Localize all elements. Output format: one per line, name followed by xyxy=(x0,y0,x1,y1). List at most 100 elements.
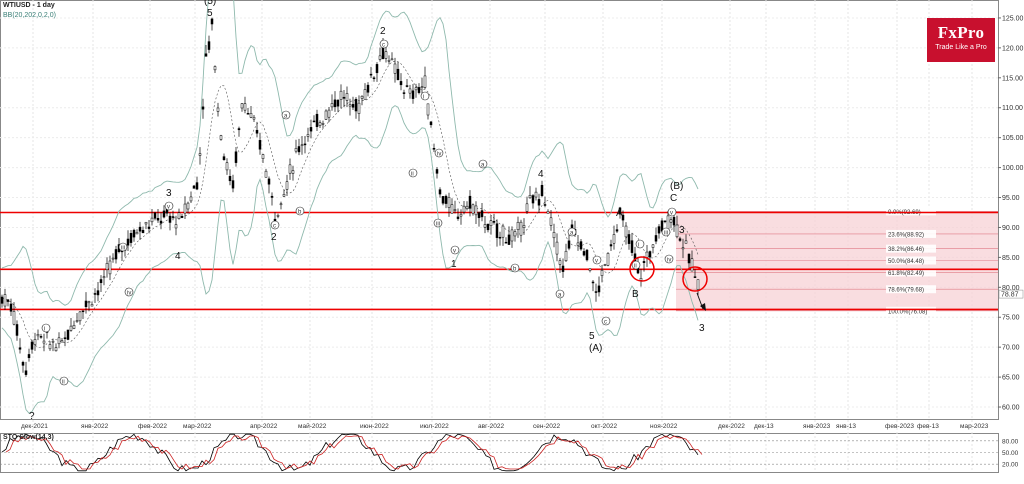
candle-body xyxy=(318,122,322,126)
candle-body xyxy=(348,104,352,107)
candle-body xyxy=(555,241,559,255)
time-tick-label: ноя-2022 xyxy=(650,423,678,430)
candle-body xyxy=(678,238,682,241)
candle-body xyxy=(630,240,634,253)
wave-label: 4 xyxy=(175,251,181,262)
fib-label-bg xyxy=(886,256,936,265)
fibonacci-zone xyxy=(676,211,998,311)
fib-label-bg xyxy=(886,229,936,238)
sub-wave-label: i xyxy=(44,326,45,332)
candle-body xyxy=(333,99,337,108)
candle-body xyxy=(177,212,181,219)
candle-body xyxy=(486,223,490,231)
candle-body xyxy=(564,250,568,262)
bollinger-lower xyxy=(1,105,699,414)
time-tick-label: май-2022 xyxy=(298,422,327,430)
wave-label: 4 xyxy=(538,169,544,180)
candle-body xyxy=(471,204,475,214)
sub-wave-circle xyxy=(124,287,134,297)
sub-wave-circle xyxy=(270,220,280,230)
candle-body xyxy=(57,337,61,345)
sub-wave-label: c xyxy=(273,223,276,229)
candle-body xyxy=(357,102,361,114)
candle-body xyxy=(12,311,16,325)
candle-body xyxy=(651,244,655,248)
time-tick-label: дек-2021 xyxy=(21,423,48,430)
candle-body xyxy=(510,229,514,242)
candle-body xyxy=(228,176,232,182)
candle-body xyxy=(396,68,400,81)
candle-body xyxy=(384,51,388,59)
sub-wave-circle xyxy=(510,263,520,273)
wave-label: (B) xyxy=(670,181,683,192)
candle-body xyxy=(321,123,325,125)
sub-wave-label: a xyxy=(284,113,288,119)
candle-body xyxy=(24,370,28,375)
candle-body xyxy=(285,181,289,190)
candle-body xyxy=(153,212,157,219)
sub-wave-label: ii xyxy=(634,263,637,269)
candle-body xyxy=(645,251,649,258)
candle-body xyxy=(93,293,97,295)
candle-body xyxy=(492,221,496,223)
candle-body xyxy=(159,220,163,224)
candle-body xyxy=(477,212,481,219)
candle-body xyxy=(627,234,631,244)
candle-body xyxy=(276,215,280,217)
candle-body xyxy=(54,347,58,352)
price-tick-label: 75.00 xyxy=(1002,315,1020,322)
candle-body xyxy=(444,195,448,204)
wave-label: ? xyxy=(29,411,35,422)
brand-logo: FxPro Trade Like a Pro xyxy=(927,18,995,62)
current-price-label: 78.87 xyxy=(1001,292,1019,299)
candle-body xyxy=(456,216,460,219)
candle-body xyxy=(372,77,376,80)
candle-body xyxy=(30,341,34,350)
price-tick-label: 125.00 xyxy=(1002,15,1024,22)
wave-label: A xyxy=(616,208,623,219)
time-tick-label: мар-2022 xyxy=(183,423,212,430)
candle-body xyxy=(363,89,367,100)
candle-body xyxy=(225,162,229,171)
candle-body xyxy=(327,109,331,118)
candle-body xyxy=(603,264,607,266)
sub-wave-label: iv xyxy=(437,151,441,157)
candle-body xyxy=(300,144,304,147)
candle-body xyxy=(252,116,256,120)
candle-body xyxy=(693,276,697,278)
candle-body xyxy=(537,199,541,206)
candle-body xyxy=(303,143,307,146)
fibonacci-label: 100.0%(76.08) xyxy=(888,309,927,315)
candle-body xyxy=(42,340,46,344)
candle-body xyxy=(135,232,139,235)
candle-body xyxy=(279,203,283,206)
sub-wave-label: iv xyxy=(127,290,131,296)
candle-body xyxy=(600,270,604,276)
candle-body xyxy=(447,197,451,208)
candle-body xyxy=(546,211,550,214)
sub-wave-circle xyxy=(434,148,444,158)
candle-body xyxy=(435,169,439,174)
price-tick-label: 120.00 xyxy=(1002,45,1024,52)
candle-body xyxy=(126,238,130,246)
candle-body xyxy=(294,148,298,152)
candle-body xyxy=(666,215,670,230)
candle-body xyxy=(465,205,469,210)
current-price-tag xyxy=(998,289,1024,299)
time-tick-label: дек-13 xyxy=(754,423,774,430)
candle-body xyxy=(402,92,406,94)
price-tick-label: 105.00 xyxy=(1002,135,1024,142)
candle-body xyxy=(270,195,274,198)
bollinger-middle xyxy=(1,60,699,349)
sub-wave-circle xyxy=(420,91,430,101)
candle-body xyxy=(558,260,562,265)
candle-body xyxy=(243,103,247,111)
candle-body xyxy=(366,84,370,93)
forecast-arrowhead xyxy=(700,303,706,311)
candle-body xyxy=(507,234,511,245)
candle-body xyxy=(288,164,292,174)
candle-body xyxy=(438,189,442,195)
candle-body xyxy=(81,310,85,313)
fibonacci-label: 78.6%(79.68) xyxy=(888,288,924,294)
